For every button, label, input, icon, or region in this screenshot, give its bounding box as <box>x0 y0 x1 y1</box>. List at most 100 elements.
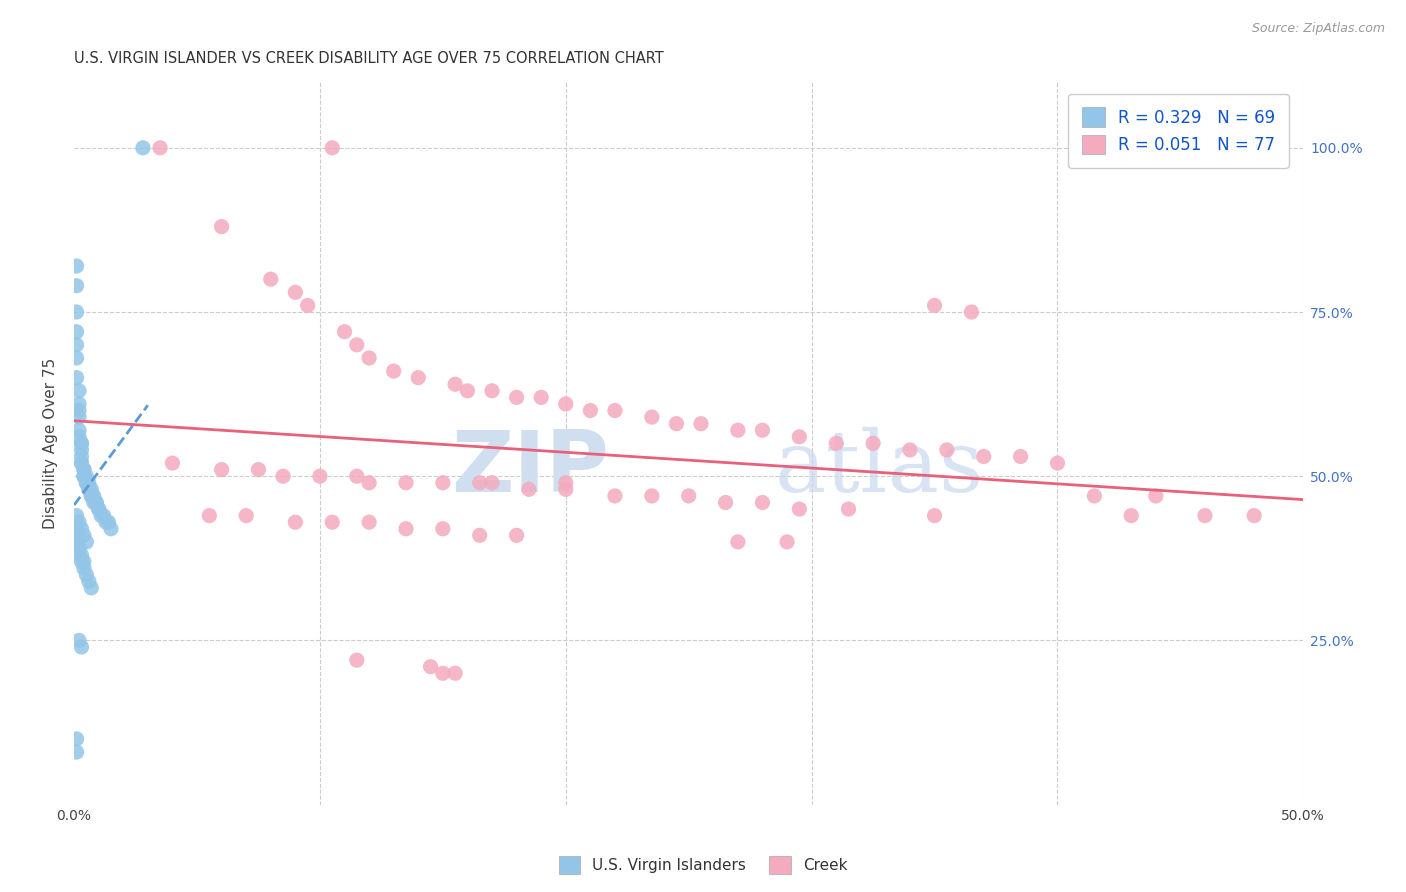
Point <box>641 410 664 425</box>
Point <box>444 666 467 681</box>
Point <box>789 502 811 516</box>
Point <box>149 141 172 155</box>
Point <box>67 423 90 437</box>
Point <box>75 567 97 582</box>
Point <box>235 508 257 523</box>
Point <box>73 555 96 569</box>
Point <box>100 522 122 536</box>
Point <box>444 377 467 392</box>
Point <box>321 515 343 529</box>
Point <box>70 548 93 562</box>
Point <box>432 475 454 490</box>
Point <box>65 351 87 365</box>
Point <box>65 535 87 549</box>
Point <box>162 456 184 470</box>
Point <box>505 528 527 542</box>
Point <box>93 508 115 523</box>
Point <box>751 423 773 437</box>
Point <box>382 364 405 378</box>
Point <box>714 495 737 509</box>
Point <box>395 475 418 490</box>
Point <box>70 640 93 654</box>
Point <box>924 298 946 312</box>
Point <box>73 463 96 477</box>
Text: ZIP: ZIP <box>451 427 609 510</box>
Point <box>73 469 96 483</box>
Point <box>359 515 381 529</box>
Point <box>75 475 97 490</box>
Point <box>603 403 626 417</box>
Point <box>80 483 103 497</box>
Point <box>395 522 418 536</box>
Point <box>70 442 93 457</box>
Point <box>359 475 381 490</box>
Point <box>80 581 103 595</box>
Point <box>1144 489 1167 503</box>
Point <box>665 417 688 431</box>
Point <box>70 522 93 536</box>
Point <box>359 351 381 365</box>
Point <box>284 515 307 529</box>
Point <box>468 528 491 542</box>
Point <box>67 541 90 556</box>
Point <box>517 483 540 497</box>
Text: atlas: atlas <box>775 427 984 510</box>
Point <box>456 384 478 398</box>
Point <box>87 502 110 516</box>
Point <box>94 515 117 529</box>
Point <box>70 436 93 450</box>
Point <box>65 259 87 273</box>
Point <box>87 502 110 516</box>
Point <box>432 522 454 536</box>
Point <box>603 489 626 503</box>
Point <box>554 483 576 497</box>
Point <box>67 515 90 529</box>
Point <box>83 495 105 509</box>
Point <box>211 219 233 234</box>
Point <box>1243 508 1265 523</box>
Point <box>211 463 233 477</box>
Point <box>73 528 96 542</box>
Point <box>67 548 90 562</box>
Point <box>284 285 307 300</box>
Point <box>481 384 503 398</box>
Point <box>70 456 93 470</box>
Point <box>309 469 332 483</box>
Point <box>727 423 749 437</box>
Point <box>67 384 90 398</box>
Point <box>346 469 368 483</box>
Point <box>67 633 90 648</box>
Point <box>973 450 995 464</box>
Text: U.S. VIRGIN ISLANDER VS CREEK DISABILITY AGE OVER 75 CORRELATION CHART: U.S. VIRGIN ISLANDER VS CREEK DISABILITY… <box>75 51 664 66</box>
Point <box>67 430 90 444</box>
Point <box>84 495 107 509</box>
Point <box>70 555 93 569</box>
Point <box>406 370 429 384</box>
Point <box>65 325 87 339</box>
Point <box>432 666 454 681</box>
Legend: R = 0.329   N = 69, R = 0.051   N = 77: R = 0.329 N = 69, R = 0.051 N = 77 <box>1069 94 1289 168</box>
Point <box>481 475 503 490</box>
Point <box>1194 508 1216 523</box>
Point <box>70 436 93 450</box>
Text: Source: ZipAtlas.com: Source: ZipAtlas.com <box>1251 22 1385 36</box>
Point <box>1046 456 1069 470</box>
Point <box>346 338 368 352</box>
Point <box>65 528 87 542</box>
Point <box>65 305 87 319</box>
Point <box>80 489 103 503</box>
Point <box>77 483 100 497</box>
Point <box>77 475 100 490</box>
Point <box>825 436 848 450</box>
Point <box>789 430 811 444</box>
Point <box>1083 489 1105 503</box>
Point <box>346 653 368 667</box>
Point <box>960 305 983 319</box>
Point <box>67 403 90 417</box>
Point <box>751 495 773 509</box>
Point <box>80 489 103 503</box>
Point <box>727 535 749 549</box>
Point <box>77 483 100 497</box>
Point <box>65 731 87 746</box>
Point <box>70 456 93 470</box>
